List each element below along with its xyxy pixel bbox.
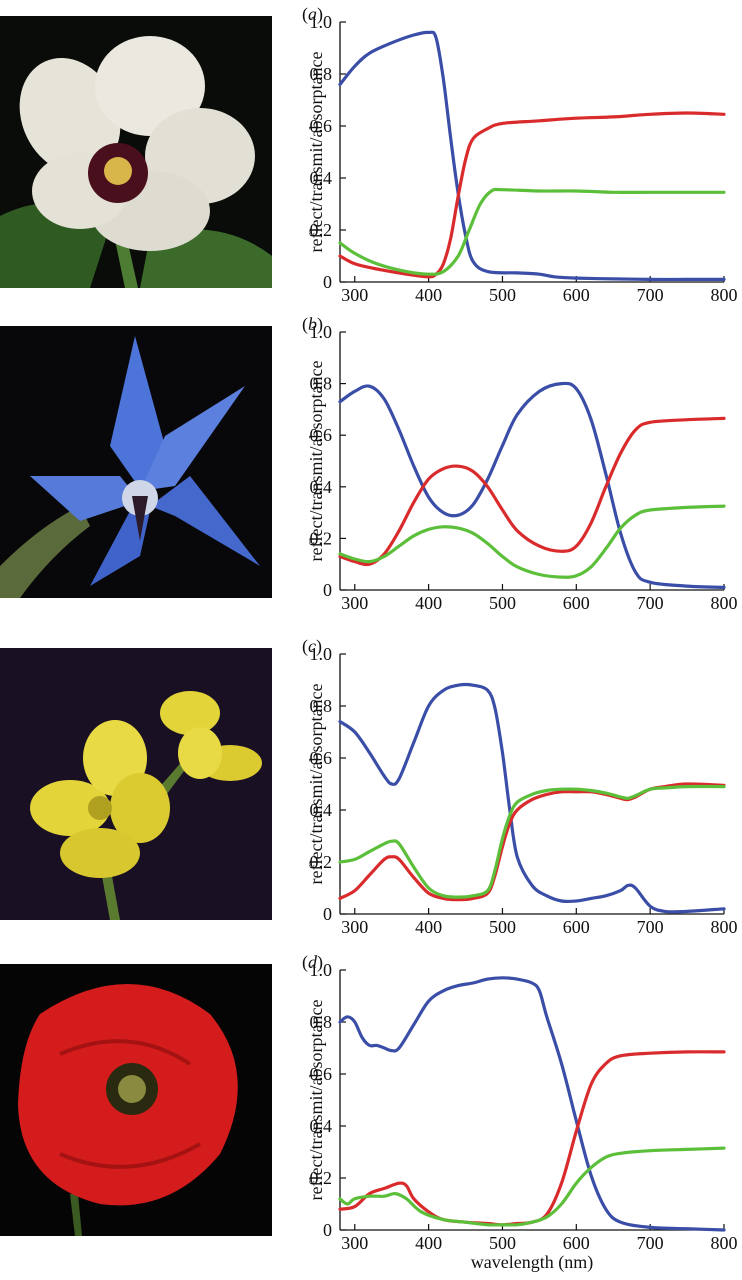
chart-panel-b: 0 0.2 0.4 0.6 0.8 1.0 300 400 500 600 700 800 reflec… [302,314,738,613]
x-tick-label: 500 [489,917,516,937]
x-tick-label: 700 [637,285,664,305]
red-series-line [338,416,726,567]
y-tick-label: 1.0 [310,322,333,342]
x-tick-label: 800 [711,593,738,613]
panel-label-open: ( [302,636,308,657]
chart-panel-d: 0 0.2 0.4 0.6 0.8 1.0 300 400 500 600 700 800 reflec… [302,952,738,1253]
panel-label-letter: b [308,314,317,334]
blue-series-line [338,976,726,1232]
yellow-evening-primrose-photo [0,648,272,920]
y-tick-label: 0.2 [310,528,333,548]
y-tick-label: 0 [323,272,332,292]
blue-series-line [338,682,726,914]
flower-photo-d [0,964,272,1236]
x-tick-label: 600 [563,593,590,613]
x-tick-label: 300 [341,1233,368,1253]
chart-panels: 0 0.2 0.4 0.6 0.8 1.0 300 400 500 600 700 800 reflec… [302,4,738,1253]
y-tick-label: 1.0 [310,12,333,32]
panel-label-open: ( [302,314,308,335]
x-tick-label: 800 [711,1233,738,1253]
panel-label-open: ( [302,4,308,25]
panel-label-open: ( [302,952,308,973]
panel-label: (b) [302,314,323,335]
y-tick-label: 0.6 [310,1064,333,1084]
y-tick-label: 1.0 [310,644,333,664]
y-tick-label: 0 [323,904,332,924]
panel-label-letter: a [308,4,317,24]
y-tick-label: 0.4 [310,168,333,188]
x-tick-label: 400 [415,285,442,305]
panel-label-close: ) [316,636,322,657]
white-hibiscus-flower-photo [0,16,272,288]
green-series-line [338,784,726,899]
blue-series-line [338,30,726,282]
x-tick-label: 600 [563,285,590,305]
y-tick-label: 0 [323,1220,332,1240]
x-tick-label: 700 [637,593,664,613]
x-tick-label: 500 [489,593,516,613]
chart-panel-c: 0 0.2 0.4 0.6 0.8 1.0 300 400 500 600 700 800 reflec… [302,636,738,937]
x-tick-label: 500 [489,1233,516,1253]
panel-label-letter: d [308,952,318,972]
panel-label-close: ) [317,314,323,335]
y-axis-title: reflect/transmit/absorptance [306,52,326,253]
blue-series-line [338,381,726,589]
x-tick-label: 700 [637,917,664,937]
flower-photo-b [0,326,272,598]
panel-label: (d) [302,952,323,973]
y-tick-label: 0 [323,580,332,600]
y-tick-label: 0.4 [310,800,333,820]
x-tick-label: 500 [489,285,516,305]
red-poppy-flower-photo [0,964,272,1236]
y-tick-label: 0.8 [310,696,333,716]
panel-label-close: ) [317,952,323,973]
panel-label: (a) [302,4,323,25]
panel-label-close: ) [317,4,323,25]
red-series-line [338,1050,726,1227]
x-tick-label: 600 [563,917,590,937]
x-tick-label: 400 [415,1233,442,1253]
y-axis-title: reflect/transmit/absorptance [306,1000,326,1201]
green-series-line [338,187,726,276]
y-tick-label: 0.6 [310,748,333,768]
y-axis-title: reflect/transmit/absorptance [306,684,326,885]
x-tick-label: 300 [341,917,368,937]
x-tick-label: 300 [341,593,368,613]
y-tick-label: 0.8 [310,1012,333,1032]
flower-photo-c [0,648,272,920]
x-tick-label: 700 [637,1233,664,1253]
blue-borage-flower-photo [0,326,272,598]
y-tick-label: 1.0 [310,960,333,980]
panel-label-letter: c [308,636,316,656]
y-tick-label: 0.4 [310,1116,333,1136]
y-tick-label: 0.4 [310,477,333,497]
x-tick-label: 800 [711,285,738,305]
y-tick-label: 0.6 [310,116,333,136]
y-tick-label: 0.2 [310,852,333,872]
x-tick-label: 300 [341,285,368,305]
chart-panel-a: 0 0.2 0.4 0.6 0.8 1.0 300 400 500 600 700 800 reflec… [302,4,738,305]
x-tick-label: 400 [415,917,442,937]
green-series-line [338,504,726,579]
panel-label: (c) [302,636,322,657]
y-tick-label: 0.6 [310,425,333,445]
flower-photo-a [0,16,272,288]
x-axis-title: wavelength (nm) [471,1252,593,1273]
green-series-line [338,1146,726,1227]
y-axis-title: reflect/transmit/absorptance [306,361,326,562]
y-tick-label: 0.2 [310,1168,333,1188]
y-tick-label: 0.8 [310,64,333,84]
y-tick-label: 0.8 [310,374,333,394]
y-tick-label: 0.2 [310,220,333,240]
x-tick-label: 800 [711,917,738,937]
x-tick-label: 400 [415,593,442,613]
x-tick-label: 600 [563,1233,590,1253]
red-series-line [338,111,726,279]
